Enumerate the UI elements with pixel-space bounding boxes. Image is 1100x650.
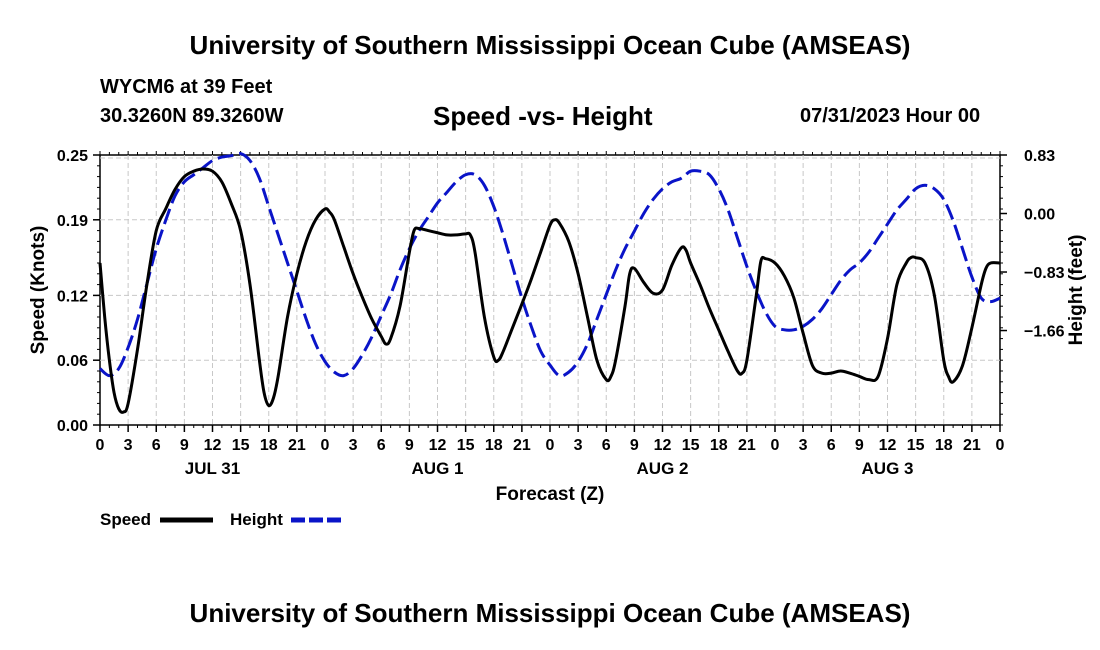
legend-label-speed: Speed <box>100 510 151 529</box>
x-tick-label: 15 <box>907 437 925 454</box>
x-tick-label: 0 <box>96 437 105 454</box>
x-axis-title: Forecast (Z) <box>496 484 605 505</box>
x-tick-label: 3 <box>799 437 808 454</box>
x-tick-label: 6 <box>602 437 611 454</box>
day-label: AUG 2 <box>637 459 689 478</box>
legend-label-height: Height <box>230 510 283 529</box>
station-coordinates: 30.3260N 89.3260W <box>100 105 284 127</box>
x-tick-label: 18 <box>935 437 953 454</box>
x-tick-label: 18 <box>260 437 278 454</box>
y-left-tick-label: 0.19 <box>57 213 88 230</box>
day-label: JUL 31 <box>185 459 240 478</box>
x-tick-label: 9 <box>180 437 189 454</box>
x-tick-label: 12 <box>429 437 447 454</box>
x-tick-label: 18 <box>485 437 503 454</box>
x-tick-label: 6 <box>152 437 161 454</box>
x-tick-label: 9 <box>405 437 414 454</box>
series-line-height <box>99 151 1001 378</box>
y-left-tick-label: 0.12 <box>57 288 88 305</box>
x-tick-label: 12 <box>204 437 222 454</box>
x-tick-label: 6 <box>827 437 836 454</box>
page-title: University of Southern Mississippi Ocean… <box>189 30 911 60</box>
x-tick-label: 12 <box>879 437 897 454</box>
x-tick-label: 3 <box>574 437 583 454</box>
station-label: WYCM6 at 39 Feet <box>100 76 273 98</box>
x-tick-label: 21 <box>513 437 531 454</box>
x-tick-label: 21 <box>738 437 756 454</box>
x-tick-label: 21 <box>963 437 981 454</box>
y-right-tick-label: 0.83 <box>1024 148 1055 165</box>
x-tick-label: 15 <box>457 437 475 454</box>
x-tick-label: 0 <box>996 437 1005 454</box>
y-axis-right-title: Height (feet) <box>1066 235 1087 346</box>
x-tick-label: 21 <box>288 437 306 454</box>
series-line-speed <box>98 167 1001 414</box>
forecast-datetime: 07/31/2023 Hour 00 <box>800 105 981 127</box>
y-right-tick-label: −0.83 <box>1024 265 1065 282</box>
x-tick-label: 0 <box>771 437 780 454</box>
x-tick-label: 15 <box>682 437 700 454</box>
x-tick-label: 0 <box>321 437 330 454</box>
x-tick-label: 12 <box>654 437 672 454</box>
x-tick-label: 9 <box>855 437 864 454</box>
x-tick-label: 15 <box>232 437 250 454</box>
y-left-tick-label: 0.06 <box>57 353 88 370</box>
day-label: AUG 3 <box>862 459 914 478</box>
y-right-tick-label: −1.66 <box>1024 324 1065 341</box>
x-tick-label: 3 <box>349 437 358 454</box>
x-tick-label: 0 <box>546 437 555 454</box>
y-right-tick-label: 0.00 <box>1024 207 1055 224</box>
x-tick-label: 6 <box>377 437 386 454</box>
x-tick-label: 3 <box>124 437 133 454</box>
day-label: AUG 1 <box>412 459 464 478</box>
x-tick-label: 18 <box>710 437 728 454</box>
y-left-tick-label: 0.25 <box>57 148 88 165</box>
y-left-tick-label: 0.00 <box>57 418 88 435</box>
footer-title: University of Southern Mississippi Ocean… <box>189 598 911 628</box>
y-axis-left-title: Speed (Knots) <box>28 226 49 355</box>
x-tick-label: 9 <box>630 437 639 454</box>
chart-subtitle: Speed -vs- Height <box>433 101 653 131</box>
